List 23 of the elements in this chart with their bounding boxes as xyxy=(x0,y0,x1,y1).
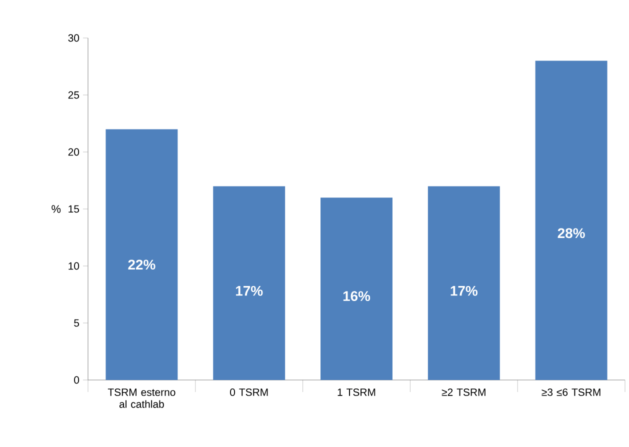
x-tick-label: 1 TSRM xyxy=(338,388,376,396)
y-tick-label: 30 xyxy=(68,34,80,42)
data-label: 16% xyxy=(343,291,370,302)
bar xyxy=(320,198,392,380)
bar xyxy=(106,129,178,380)
y-tick-label: 15 xyxy=(68,205,80,213)
x-tick-label: ≥2 TSRM xyxy=(442,388,486,396)
y-tick-label: 0 xyxy=(74,376,80,384)
bar xyxy=(428,186,500,380)
data-label: 17% xyxy=(450,286,478,296)
x-tick-label: 0 TSRM xyxy=(230,388,268,396)
y-tick-label: 20 xyxy=(68,148,80,156)
x-tick-label: TSRM esterno al cathlab xyxy=(108,388,176,408)
y-axis-title: % xyxy=(52,205,61,213)
data-label: 22% xyxy=(128,260,156,270)
data-label: 28% xyxy=(558,228,585,238)
y-tick-label: 25 xyxy=(68,91,80,99)
x-tick-label: ≥3 ≤6 TSRM xyxy=(542,388,600,396)
data-label: 17% xyxy=(236,286,263,296)
y-tick-label: 5 xyxy=(74,319,80,327)
y-tick-label: 10 xyxy=(68,262,80,270)
bar xyxy=(535,60,608,380)
bar xyxy=(213,186,286,380)
